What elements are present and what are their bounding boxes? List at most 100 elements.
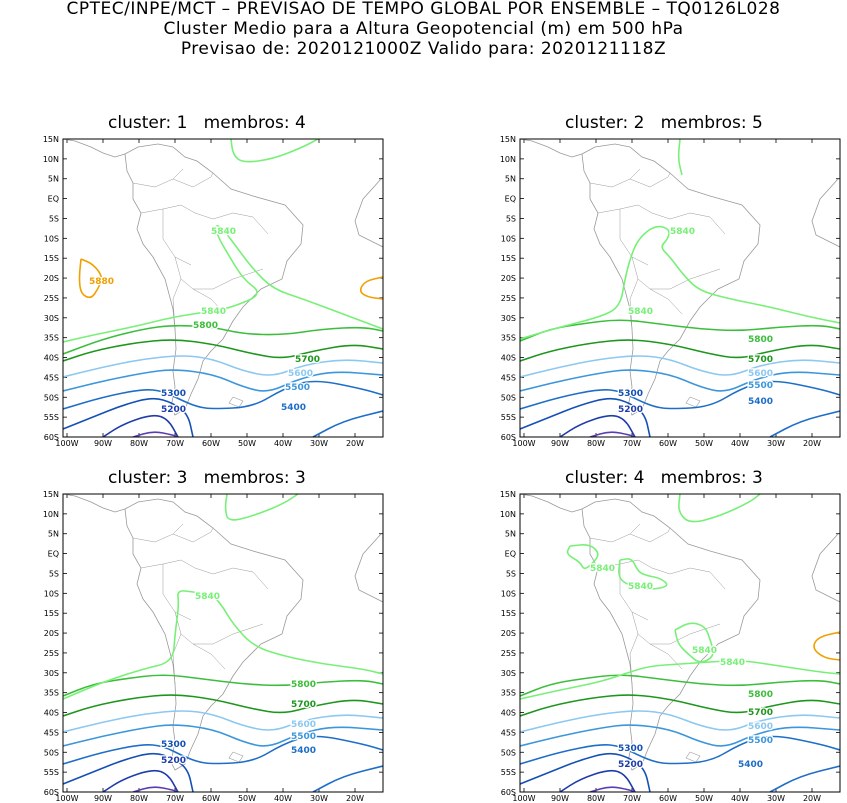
- country-border: [194, 567, 269, 590]
- contour-label: 5840: [211, 227, 236, 237]
- lat-tick-label: 30S: [44, 669, 59, 678]
- lat-tick-label: 30S: [44, 314, 59, 323]
- lat-tick-label: 20S: [44, 274, 59, 283]
- contour-label: 5800: [748, 335, 773, 345]
- contour-line: [359, 276, 383, 300]
- contour-label: 5840: [670, 227, 695, 237]
- coastline-central-america: [63, 494, 126, 513]
- country-border: [629, 527, 671, 543]
- contour-label: 5840: [201, 307, 226, 317]
- contour-label: 5700: [748, 708, 773, 718]
- lon-tick-label: 70W: [166, 439, 184, 448]
- contour-line: [312, 410, 383, 437]
- contour-line: [520, 659, 840, 700]
- country-border: [629, 172, 671, 188]
- lon-tick-label: 90W: [94, 794, 112, 803]
- contour-line: [63, 225, 383, 343]
- contour-label: 5300: [618, 744, 643, 754]
- lat-tick-label: 45S: [501, 728, 516, 737]
- contour-line: [559, 414, 636, 437]
- lat-tick-label: 10N: [43, 155, 59, 164]
- lon-tick-label: 90W: [551, 439, 569, 448]
- lat-tick-label: 60S: [44, 433, 59, 442]
- country-border: [174, 611, 226, 670]
- map-frame: [62, 138, 384, 438]
- contour-line: [78, 258, 103, 299]
- lat-tick-label: 20S: [501, 274, 516, 283]
- lat-tick-label: 10S: [501, 589, 516, 598]
- lat-tick-label: 35S: [501, 334, 516, 343]
- lat-tick-label: 45S: [44, 728, 59, 737]
- contour-line: [63, 380, 383, 410]
- lon-tick-label: 30W: [310, 439, 328, 448]
- lat-tick-label: 60S: [501, 433, 516, 442]
- contour-label: 5400: [281, 403, 306, 413]
- contour-line: [230, 139, 319, 163]
- country-border: [631, 611, 683, 670]
- lat-tick-label: 55S: [501, 768, 516, 777]
- lon-tick-label: 80W: [130, 439, 148, 448]
- coastline-south-america: [581, 498, 761, 771]
- lat-tick-label: 10S: [501, 234, 516, 243]
- map-panel-4: 15N 10N 5N EQ 5S 10S 15S 20S 25S 30S 35S 40S 45S 50S 5…: [500, 490, 841, 803]
- contour-label: 5300: [161, 389, 186, 399]
- lat-tick-label: 10N: [500, 155, 516, 164]
- map-frame: [519, 138, 841, 438]
- contour-label: 5600: [291, 720, 316, 730]
- contour-line: [566, 544, 599, 570]
- lat-tick-label: 5S: [506, 569, 516, 578]
- contour-line: [520, 735, 840, 765]
- contour-label: 5300: [161, 740, 186, 750]
- country-border: [631, 256, 683, 315]
- lat-tick-label: 15N: [43, 135, 59, 144]
- contour-line: [520, 694, 840, 717]
- country-border: [619, 209, 649, 266]
- contour-line: [678, 494, 761, 523]
- contour-line: [63, 324, 383, 355]
- lon-tick-label: 60W: [202, 794, 220, 803]
- lat-tick-label: 5N: [505, 530, 516, 539]
- contour-line: [102, 414, 179, 437]
- lon-tick-label: 90W: [551, 794, 569, 803]
- lon-tick-label: 100W: [55, 794, 78, 803]
- lat-tick-label: 45S: [501, 373, 516, 382]
- contour-label: 5200: [161, 405, 186, 415]
- lon-tick-label: 70W: [166, 794, 184, 803]
- lat-tick-label: 35S: [44, 334, 59, 343]
- contour-line: [102, 769, 179, 792]
- lat-tick-label: 15S: [501, 609, 516, 618]
- falkland-islands: [685, 396, 701, 408]
- lat-tick-label: 10S: [44, 589, 59, 598]
- contour-line: [813, 631, 840, 661]
- lat-tick-label: 15N: [43, 490, 59, 499]
- contour-label: 5200: [161, 756, 186, 766]
- lat-tick-label: 60S: [44, 788, 59, 797]
- contour-line: [63, 339, 383, 362]
- contour-label: 5800: [291, 680, 316, 690]
- coastline-central-america: [63, 139, 126, 158]
- lon-tick-label: 30W: [767, 439, 785, 448]
- lat-tick-label: 60S: [501, 788, 516, 797]
- falkland-islands: [228, 751, 244, 763]
- lat-tick-label: 20S: [501, 629, 516, 638]
- lon-tick-label: 20W: [346, 794, 364, 803]
- map-plot-area: 5840 5800 5700 5600 5500 5400 5300 5200: [63, 494, 383, 792]
- map-plot-area: 5840584058405840580057005600550054005300…: [520, 494, 840, 792]
- coastline-central-america: [520, 494, 583, 513]
- header-line-2: Cluster Medio para a Altura Geopotencial…: [163, 19, 684, 39]
- lat-tick-label: 5N: [48, 175, 59, 184]
- country-border: [162, 564, 192, 621]
- contour-label: 5500: [748, 736, 773, 746]
- country-border: [140, 204, 196, 214]
- map-plot-area: 5840 5840 5800 5700 5600 5500 5400 5300 5200: [520, 139, 840, 437]
- lon-tick-label: 20W: [803, 794, 821, 803]
- panel-1-title: cluster: 1 membros: 4: [108, 113, 306, 133]
- country-border: [650, 623, 721, 645]
- header-line-1: CPTEC/INPE/MCT – PREVISAO DE TEMPO GLOBA…: [66, 0, 781, 19]
- lon-tick-label: 60W: [659, 794, 677, 803]
- coastline-south-america: [124, 143, 304, 416]
- country-border: [589, 523, 641, 543]
- panel-2-title: cluster: 2 membros: 5: [565, 113, 763, 133]
- lat-tick-label: 15S: [501, 254, 516, 263]
- contour-line: [589, 786, 636, 792]
